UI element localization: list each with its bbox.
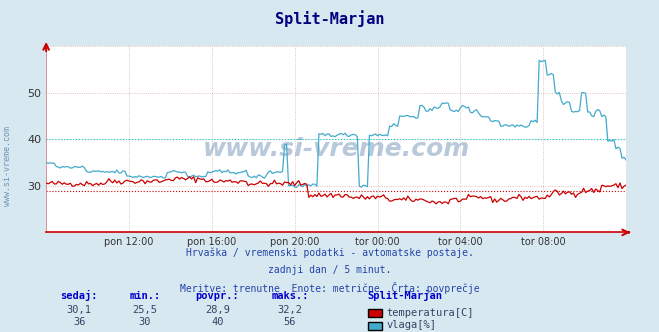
Text: 36: 36 (73, 317, 85, 327)
Text: Split-Marjan: Split-Marjan (368, 290, 443, 301)
Text: 28,9: 28,9 (205, 305, 230, 315)
Text: Split-Marjan: Split-Marjan (275, 10, 384, 27)
Text: 40: 40 (212, 317, 223, 327)
Text: temperatura[C]: temperatura[C] (386, 308, 474, 318)
Text: sedaj:: sedaj: (61, 290, 98, 301)
Text: 30: 30 (139, 317, 151, 327)
Text: 25,5: 25,5 (132, 305, 158, 315)
Text: Hrvaška / vremenski podatki - avtomatske postaje.: Hrvaška / vremenski podatki - avtomatske… (186, 247, 473, 258)
Text: zadnji dan / 5 minut.: zadnji dan / 5 minut. (268, 265, 391, 275)
Text: povpr.:: povpr.: (196, 291, 239, 301)
Text: 56: 56 (284, 317, 296, 327)
Text: vlaga[%]: vlaga[%] (386, 320, 436, 330)
Text: maks.:: maks.: (272, 291, 308, 301)
Text: www.si-vreme.com: www.si-vreme.com (3, 126, 13, 206)
Text: Meritve: trenutne  Enote: metrične  Črta: povprečje: Meritve: trenutne Enote: metrične Črta: … (180, 282, 479, 294)
Text: www.si-vreme.com: www.si-vreme.com (202, 137, 470, 161)
Text: min.:: min.: (129, 291, 161, 301)
Text: 30,1: 30,1 (67, 305, 92, 315)
Text: 32,2: 32,2 (277, 305, 302, 315)
